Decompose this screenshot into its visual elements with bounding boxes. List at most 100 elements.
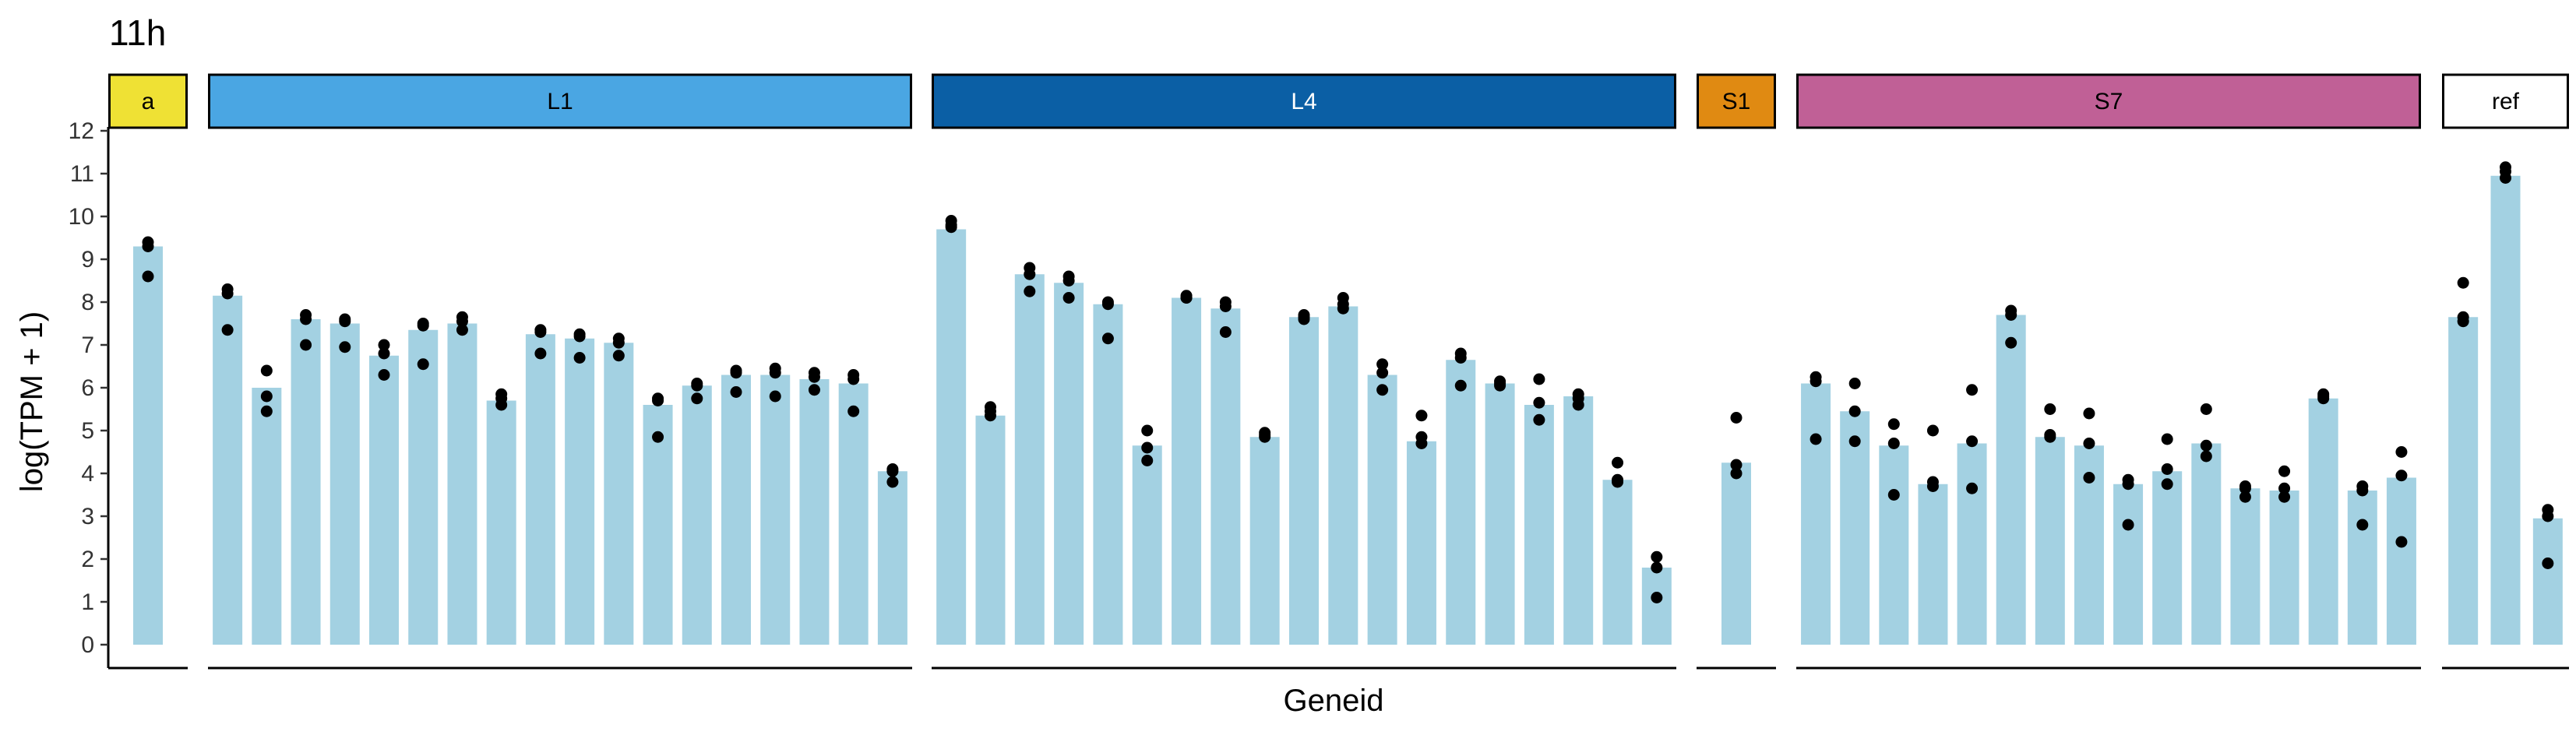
data-point — [2200, 439, 2212, 452]
data-point — [1141, 441, 1154, 454]
data-point — [2161, 463, 2173, 475]
panel-s1: S1 — [1697, 73, 1776, 670]
data-point — [1730, 459, 1743, 471]
facet-strip — [2442, 73, 2569, 129]
bar — [1210, 308, 1241, 645]
data-point — [142, 241, 154, 252]
data-point — [848, 405, 860, 417]
bar — [1328, 306, 1358, 645]
data-point — [1651, 550, 1663, 563]
data-point — [1376, 358, 1389, 371]
facet-strip-label: ref — [2492, 89, 2520, 114]
bar — [1249, 437, 1280, 645]
bar — [1524, 405, 1554, 645]
bar — [2191, 443, 2222, 645]
data-point — [339, 341, 351, 353]
y-tick-label: 6 — [81, 375, 94, 401]
panel-a: a — [108, 73, 188, 670]
data-point — [2457, 276, 2469, 289]
bar — [2035, 437, 2065, 645]
bar — [838, 383, 869, 645]
data-point — [1298, 313, 1310, 325]
data-point — [886, 476, 899, 488]
bar — [2152, 471, 2183, 645]
data-point — [260, 405, 273, 417]
data-point — [1612, 476, 1624, 488]
bar — [486, 400, 516, 645]
data-point — [1454, 379, 1467, 392]
data-point — [300, 313, 312, 325]
data-point — [2044, 431, 2056, 443]
data-point — [2278, 465, 2291, 477]
bar — [936, 229, 967, 645]
data-point — [2200, 403, 2212, 415]
bar — [2347, 491, 2377, 645]
data-point — [1101, 332, 1114, 345]
panels: a L1 L4 S1 S7 ref — [108, 73, 2569, 670]
facet-strip — [932, 73, 1676, 129]
bar — [1132, 445, 1162, 645]
data-point — [1259, 431, 1271, 443]
bar — [1957, 443, 1987, 645]
bar — [643, 405, 673, 645]
data-point — [886, 465, 899, 477]
bar — [2386, 477, 2416, 645]
facet-strip-label: a — [142, 89, 155, 114]
data-point — [2239, 482, 2251, 494]
data-point — [1966, 384, 1979, 396]
bar — [213, 295, 243, 645]
data-point — [848, 373, 860, 385]
y-tick-label: 1 — [81, 589, 94, 615]
bar — [369, 355, 399, 645]
data-point — [573, 330, 586, 343]
y-tick-label: 11 — [70, 161, 94, 187]
data-point — [495, 399, 508, 411]
y-tick-label: 7 — [81, 332, 94, 358]
data-point — [142, 270, 154, 283]
data-point — [534, 326, 547, 338]
bar — [2113, 484, 2144, 645]
data-point — [2161, 478, 2173, 491]
data-point — [1572, 399, 1584, 411]
bar — [2490, 175, 2521, 645]
data-point — [2542, 510, 2554, 522]
data-point — [2317, 392, 2330, 405]
data-point — [378, 369, 390, 381]
data-point — [1024, 285, 1036, 297]
data-point — [1887, 418, 1900, 431]
y-tick-label: 5 — [81, 418, 94, 444]
data-point — [2005, 336, 2017, 349]
bar — [1801, 383, 1831, 645]
data-point — [2278, 491, 2291, 503]
bar — [1721, 462, 1751, 645]
y-tick-label: 12 — [69, 118, 94, 144]
data-point — [2542, 557, 2554, 569]
data-point — [260, 390, 273, 403]
data-point — [1810, 433, 1822, 445]
data-point — [2239, 491, 2251, 503]
data-point — [573, 352, 586, 364]
bar — [1172, 297, 1202, 645]
y-axis-title: log(TPM + 1) — [15, 311, 49, 492]
facet-strip-label: S7 — [2095, 89, 2123, 114]
bar — [2448, 317, 2479, 645]
data-point — [1730, 467, 1743, 480]
bar — [1918, 484, 1948, 645]
data-point — [1533, 413, 1545, 426]
data-point — [260, 364, 273, 377]
data-point — [2457, 315, 2469, 328]
data-point — [2395, 469, 2408, 482]
bar — [1093, 304, 1123, 645]
data-point — [339, 315, 351, 328]
bar — [1406, 441, 1436, 645]
data-point — [2005, 309, 2017, 321]
data-point — [1062, 275, 1075, 287]
chart-title: 11h — [109, 12, 166, 53]
data-point — [2500, 172, 2511, 184]
data-point — [691, 392, 703, 405]
data-point — [534, 347, 547, 360]
bar — [1446, 360, 1476, 645]
data-point — [808, 371, 820, 383]
facet-strip-label: L1 — [547, 89, 573, 114]
